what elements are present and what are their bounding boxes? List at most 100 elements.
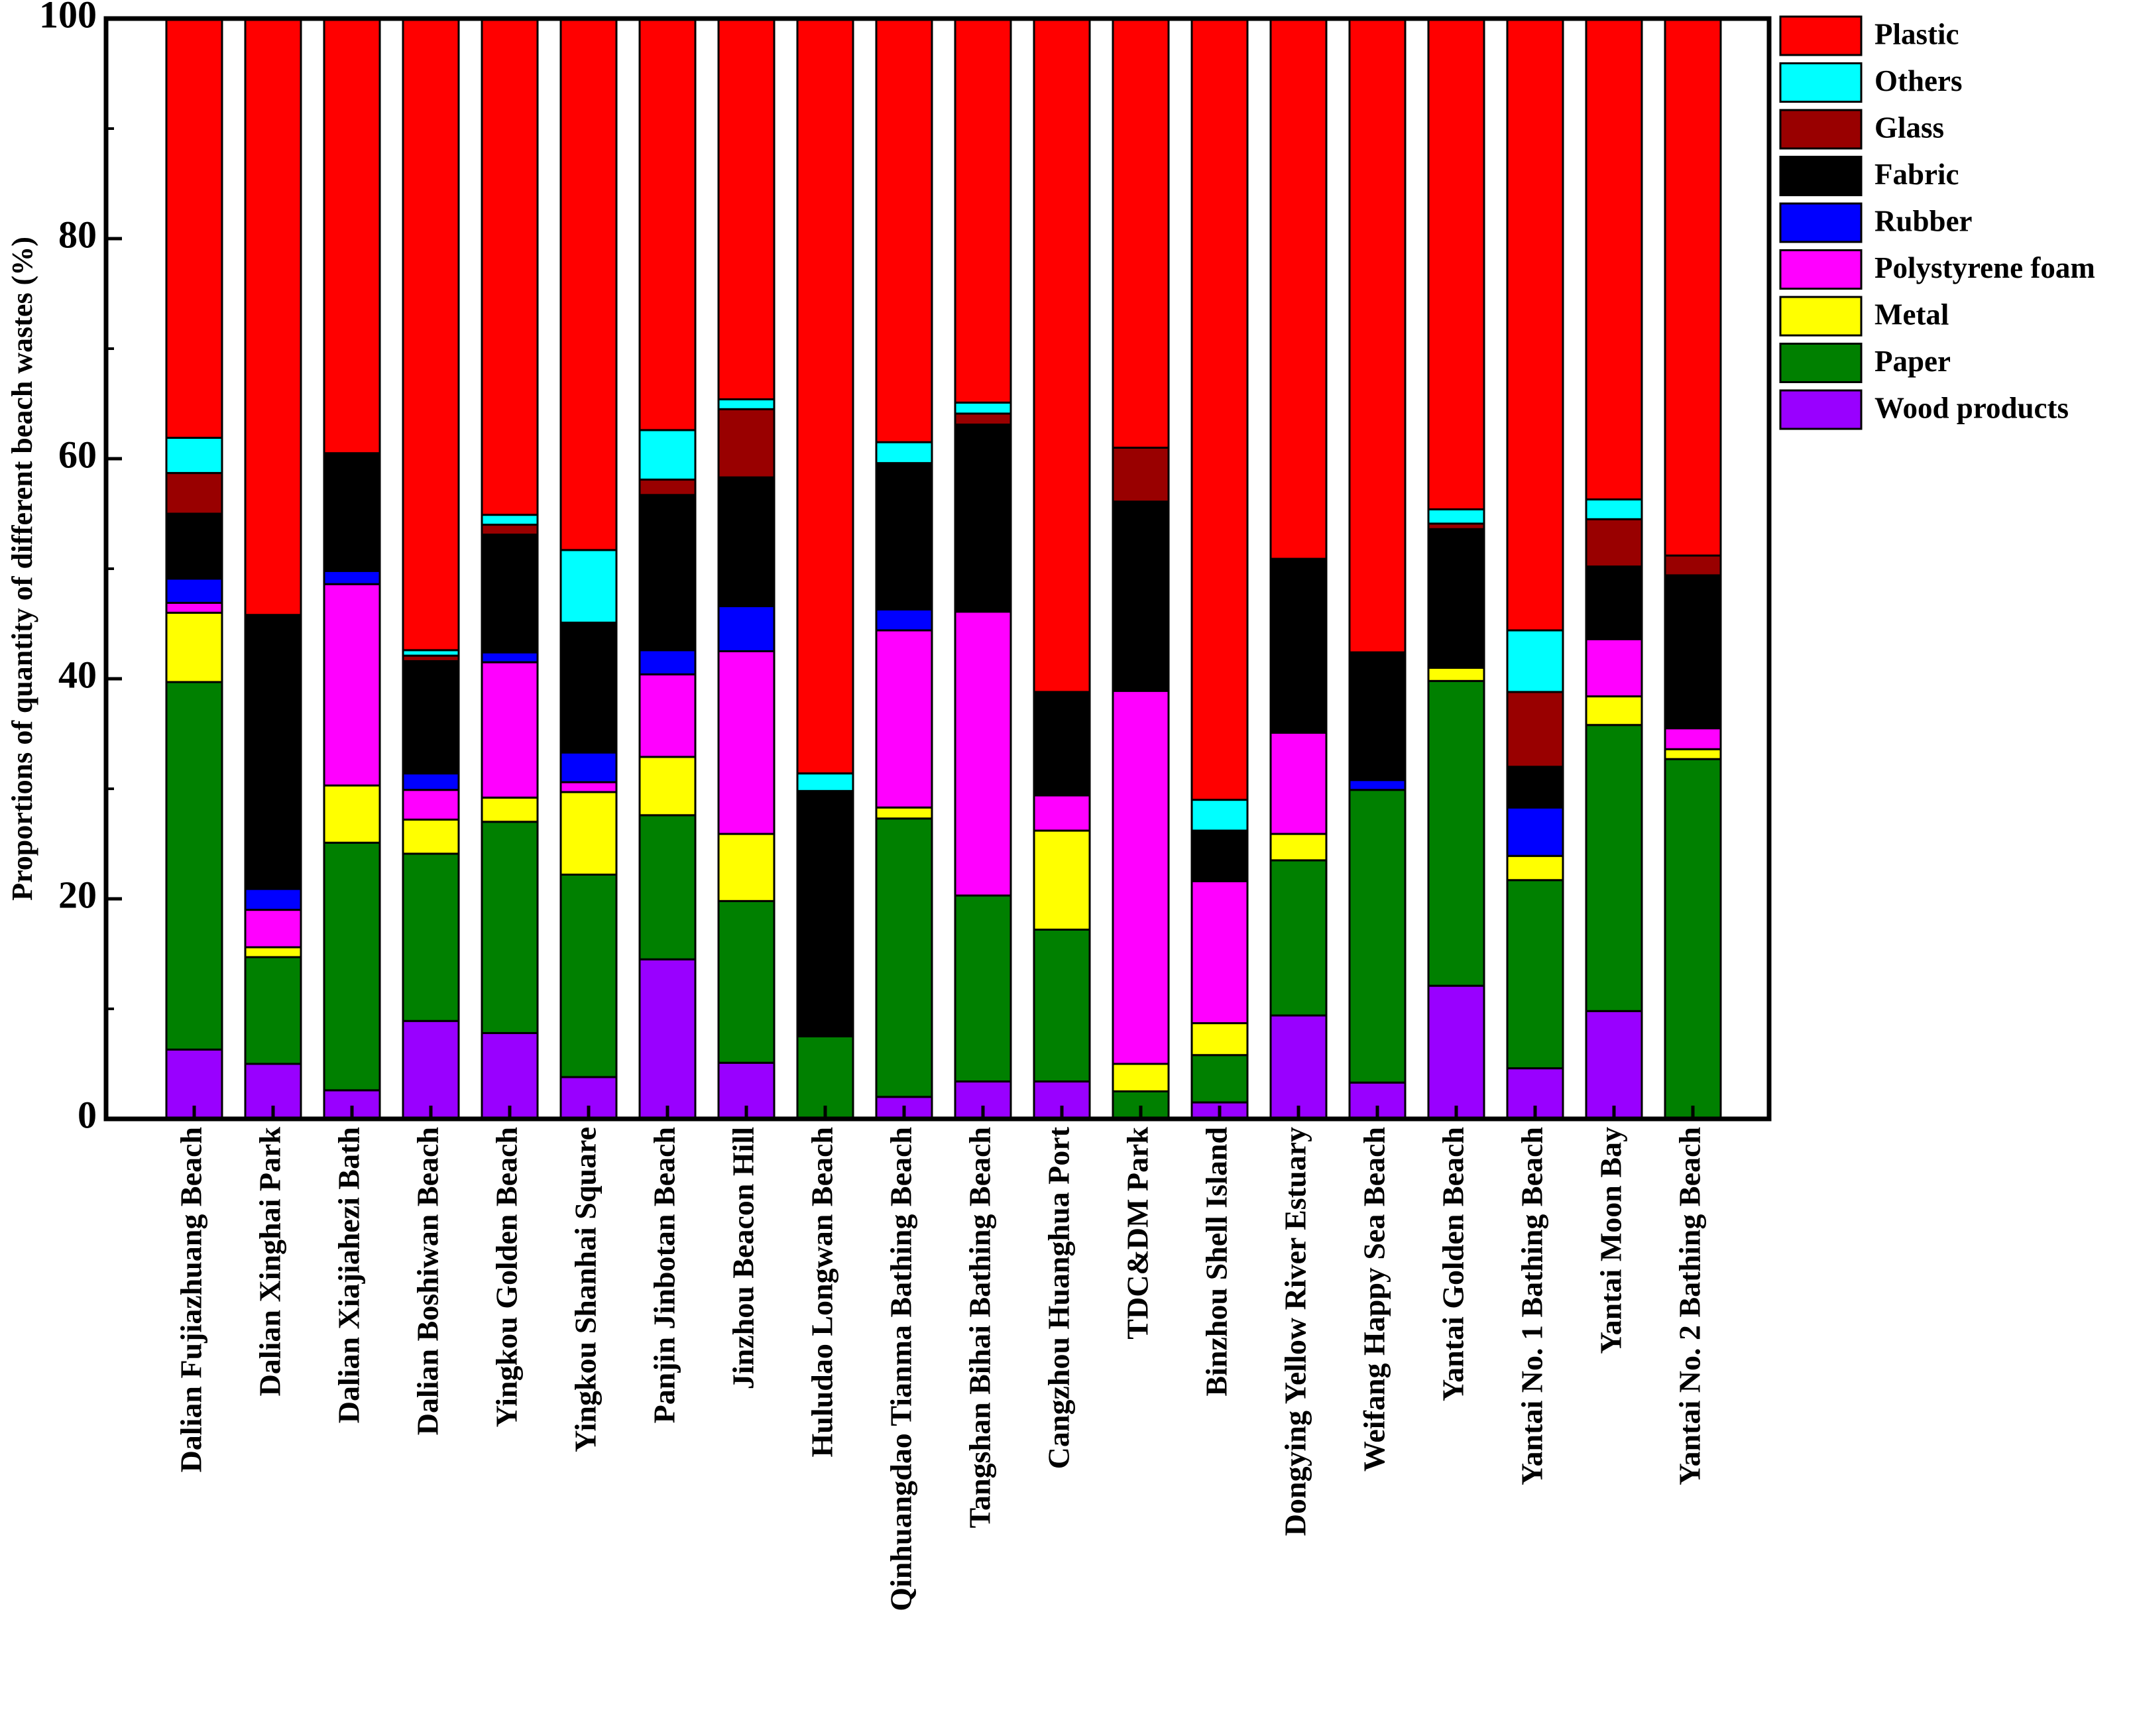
bar-stack-yantai-no-1-bathing-beach: [1506, 17, 1564, 1120]
bar-stack-cangzhou-huanghua-port: [1033, 17, 1091, 1120]
legend-label-paper: Paper: [1874, 345, 1951, 378]
legend-swatch-wood-products: [1779, 389, 1863, 430]
bar-stack-weifang-happy-sea-beach: [1348, 17, 1407, 1120]
bar-fabric-yantai-no-2-bathing-beach: [1664, 574, 1722, 730]
bar-fabric-jinzhou-beacon-hill: [717, 476, 776, 607]
bar-paper-dalian-fujiazhuang-beach: [165, 681, 223, 1051]
bar-metal-yantai-golden-beach: [1427, 666, 1485, 682]
bar-plastic-yingkou-shanhai-square: [559, 17, 618, 551]
bar-polystyrene-foam-dalian-xinghai-park: [244, 909, 302, 949]
bar-stack-jinzhou-beacon-hill: [717, 17, 776, 1120]
y-tick-label-0: 0: [78, 1093, 97, 1136]
bar-wood-products-dongying-yellow-river-estuary: [1269, 1014, 1328, 1120]
bar-stack-dalian-boshiwan-beach: [402, 17, 460, 1120]
legend-swatch-others: [1779, 62, 1863, 103]
bar-polystyrene-foam-panjin-jinbotan-beach: [638, 673, 697, 758]
bar-stack-tangshan-bihai-bathing-beach: [954, 17, 1012, 1120]
legend-label-plastic: Plastic: [1874, 17, 1959, 50]
bar-glass-yantai-moon-bay: [1585, 518, 1643, 568]
x-tick-label-tangshan-bihai-bathing-beach: Tangshan Bihai Bathing Beach: [963, 1127, 997, 1528]
bar-others-panjin-jinbotan-beach: [638, 429, 697, 481]
bar-paper-panjin-jinbotan-beach: [638, 814, 697, 960]
bar-stack-yantai-moon-bay: [1585, 17, 1643, 1120]
bar-others-jinzhou-beacon-hill: [717, 398, 776, 410]
y-tick-label-20: 20: [58, 873, 97, 916]
bar-metal-dalian-boshiwan-beach: [402, 818, 460, 855]
bar-fabric-dongying-yellow-river-estuary: [1269, 557, 1328, 734]
bar-rubber-dalian-xiajiahezi-bath: [323, 569, 381, 585]
bar-glass-tdc-dm-park: [1112, 446, 1170, 503]
bar-others-tangshan-bihai-bathing-beach: [954, 401, 1012, 415]
y-axis-title: Proportions of quantity of different bea…: [6, 237, 38, 901]
bar-plastic-dalian-xinghai-park: [244, 17, 302, 616]
bar-others-yantai-golden-beach: [1427, 508, 1485, 525]
bar-metal-yantai-no-1-bathing-beach: [1506, 854, 1564, 882]
x-tick-label-dalian-fujiazhuang-beach: Dalian Fujiazhuang Beach: [174, 1127, 208, 1472]
x-tick-label-huludao-longwan-beach: Huludao Longwan Beach: [805, 1127, 839, 1457]
bar-polystyrene-foam-cangzhou-huanghua-port: [1033, 794, 1091, 832]
bar-plastic-yantai-no-1-bathing-beach: [1506, 17, 1564, 632]
bar-others-yantai-no-1-bathing-beach: [1506, 629, 1564, 693]
bar-rubber-yantai-no-1-bathing-beach: [1506, 806, 1564, 857]
bar-polystyrene-foam-yingkou-golden-beach: [481, 661, 539, 799]
bar-fabric-yantai-golden-beach: [1427, 528, 1485, 669]
bar-polystyrene-foam-dalian-fujiazhuang-beach: [165, 601, 223, 614]
bar-metal-dalian-xinghai-park: [244, 946, 302, 958]
bar-plastic-yantai-moon-bay: [1585, 17, 1643, 500]
bar-polystyrene-foam-tdc-dm-park: [1112, 689, 1170, 1065]
bar-fabric-huludao-longwan-beach: [796, 789, 854, 1037]
x-tick-label-cangzhou-huanghua-port: Cangzhou Huanghua Port: [1042, 1126, 1076, 1469]
bar-fabric-cangzhou-huanghua-port: [1033, 691, 1091, 797]
bar-glass-jinzhou-beacon-hill: [717, 408, 776, 479]
x-tick-label-jinzhou-beacon-hill: Jinzhou Beacon Hill: [726, 1127, 760, 1389]
bar-fabric-tdc-dm-park: [1112, 500, 1170, 692]
x-tick-label-yantai-no-2-bathing-beach: Yantai No. 2 Bathing Beach: [1673, 1127, 1707, 1485]
bar-stack-yingkou-shanhai-square: [559, 17, 618, 1120]
bar-fabric-dalian-xinghai-park: [244, 614, 302, 890]
bar-fabric-panjin-jinbotan-beach: [638, 494, 697, 652]
bar-fabric-tangshan-bihai-bathing-beach: [954, 424, 1012, 613]
bar-fabric-yingkou-golden-beach: [481, 534, 539, 654]
bar-wood-products-panjin-jinbotan-beach: [638, 958, 697, 1120]
bar-others-huludao-longwan-beach: [796, 772, 854, 792]
bar-paper-tangshan-bihai-bathing-beach: [954, 894, 1012, 1083]
legend-swatch-polystyrene-foam: [1779, 249, 1863, 290]
bar-others-yantai-moon-bay: [1585, 498, 1643, 520]
bar-wood-products-yantai-moon-bay: [1585, 1010, 1643, 1120]
x-axis: Dalian Fujiazhuang Beach Dalian Xinghai P…: [174, 1106, 1707, 1611]
bar-metal-dongying-yellow-river-estuary: [1269, 833, 1328, 862]
bar-paper-jinzhou-beacon-hill: [717, 899, 776, 1064]
bar-paper-yingkou-shanhai-square: [559, 873, 618, 1078]
bar-polystyrene-foam-dalian-boshiwan-beach: [402, 789, 460, 821]
legend-label-glass: Glass: [1874, 111, 1944, 144]
bar-stack-tdc-dm-park: [1112, 17, 1170, 1120]
bar-glass-panjin-jinbotan-beach: [638, 479, 697, 496]
bar-plastic-huludao-longwan-beach: [796, 17, 854, 775]
legend-swatch-fabric: [1779, 156, 1863, 196]
bar-stack-dalian-xinghai-park: [244, 17, 302, 1120]
bar-glass-tangshan-bihai-bathing-beach: [954, 412, 1012, 426]
bar-plastic-panjin-jinbotan-beach: [638, 17, 697, 432]
bar-fabric-yantai-moon-bay: [1585, 565, 1643, 640]
legend-swatch-glass: [1779, 109, 1863, 150]
bar-metal-jinzhou-beacon-hill: [717, 833, 776, 902]
bar-stack-huludao-longwan-beach: [796, 17, 854, 1120]
bar-plastic-dalian-xiajiahezi-bath: [323, 17, 381, 455]
x-tick-label-dalian-xinghai-park: Dalian Xinghai Park: [253, 1127, 287, 1397]
bar-wood-products-dalian-boshiwan-beach: [402, 1019, 460, 1120]
bars-layer: [165, 17, 1722, 1120]
y-tick-label-40: 40: [58, 653, 97, 696]
bar-paper-dalian-xinghai-park: [244, 956, 302, 1065]
bar-stack-dalian-fujiazhuang-beach: [165, 17, 223, 1120]
bar-fabric-yingkou-shanhai-square: [559, 621, 618, 754]
bar-plastic-dalian-boshiwan-beach: [402, 17, 460, 652]
bar-metal-binzhou-shell-island: [1190, 1022, 1249, 1057]
bar-stack-panjin-jinbotan-beach: [638, 17, 697, 1120]
legend-label-others: Others: [1874, 64, 1962, 97]
bar-plastic-yantai-no-2-bathing-beach: [1664, 17, 1722, 557]
y-tick-label-100: 100: [39, 0, 97, 36]
x-tick-label-panjin-jinbotan-beach: Panjin Jinbotan Beach: [648, 1127, 681, 1423]
bar-plastic-qinhuangdao-tianma-bathing-beach: [875, 17, 933, 443]
bar-rubber-qinhuangdao-tianma-bathing-beach: [875, 608, 933, 632]
bar-metal-qinhuangdao-tianma-bathing-beach: [875, 806, 933, 820]
